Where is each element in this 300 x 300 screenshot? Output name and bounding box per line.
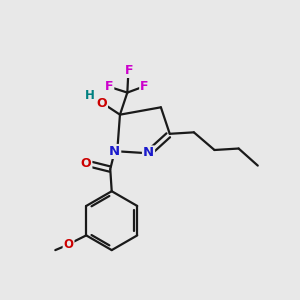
Text: N: N bbox=[109, 145, 120, 158]
Text: O: O bbox=[96, 97, 107, 110]
Text: H: H bbox=[84, 89, 94, 102]
Text: O: O bbox=[81, 157, 92, 170]
Text: N: N bbox=[143, 146, 154, 159]
Text: O: O bbox=[64, 238, 74, 251]
Text: F: F bbox=[140, 80, 149, 93]
Text: F: F bbox=[105, 80, 113, 93]
Text: F: F bbox=[124, 64, 133, 77]
